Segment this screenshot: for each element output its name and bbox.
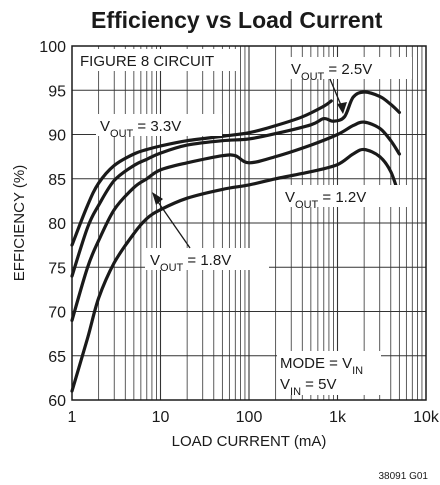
label-bg-3v3: [96, 114, 222, 136]
y-tick-label: 80: [48, 216, 66, 233]
series-line-2: [70, 90, 401, 278]
label-bg-2v5: [286, 57, 412, 79]
y-tick-label: 90: [48, 128, 66, 145]
chart-title: Efficiency vs Load Current: [91, 7, 383, 33]
series-line-4: [70, 147, 401, 393]
mode-label: MODE = VIN: [280, 355, 363, 377]
x-tick-label: 1k: [329, 409, 347, 426]
leader-arrow-2v5: [329, 78, 347, 114]
series-line-3: [70, 120, 401, 322]
x-tick-label: 100: [236, 409, 263, 426]
y-tick-label: 85: [48, 172, 66, 189]
y-axis-label: EFFICIENCY (%): [11, 165, 28, 281]
y-tick-label: 75: [48, 260, 66, 277]
mode-box-bg: [277, 351, 381, 395]
x-tick-label: 10: [152, 409, 170, 426]
plot-frame: [71, 45, 427, 401]
x-tick-label: 10k: [413, 409, 440, 426]
series-line-1: [70, 99, 333, 247]
chart-grid: [72, 46, 426, 400]
y-tick-label: 60: [48, 393, 66, 410]
y-tick-label: 65: [48, 349, 66, 366]
label-bg-1v8: [145, 248, 269, 270]
leader-arrow-1v8: [152, 192, 191, 249]
figure-code: 38091 G01: [379, 471, 429, 482]
y-tick-label: 100: [39, 39, 66, 56]
y-tick-label: 70: [48, 305, 66, 322]
figure-label: FIGURE 8 CIRCUIT: [80, 53, 214, 70]
x-tick-label: 1: [68, 409, 77, 426]
tick-labels: 60 65 70 75 80 85 90 95 100 1 10 100 1k 10k: [39, 39, 440, 426]
figure-label-bg: [74, 49, 238, 71]
label-bg-1v2: [281, 185, 407, 207]
series-lines: [70, 90, 401, 393]
y-tick-label: 95: [48, 83, 66, 100]
x-axis-label: LOAD CURRENT (mA): [172, 433, 327, 450]
